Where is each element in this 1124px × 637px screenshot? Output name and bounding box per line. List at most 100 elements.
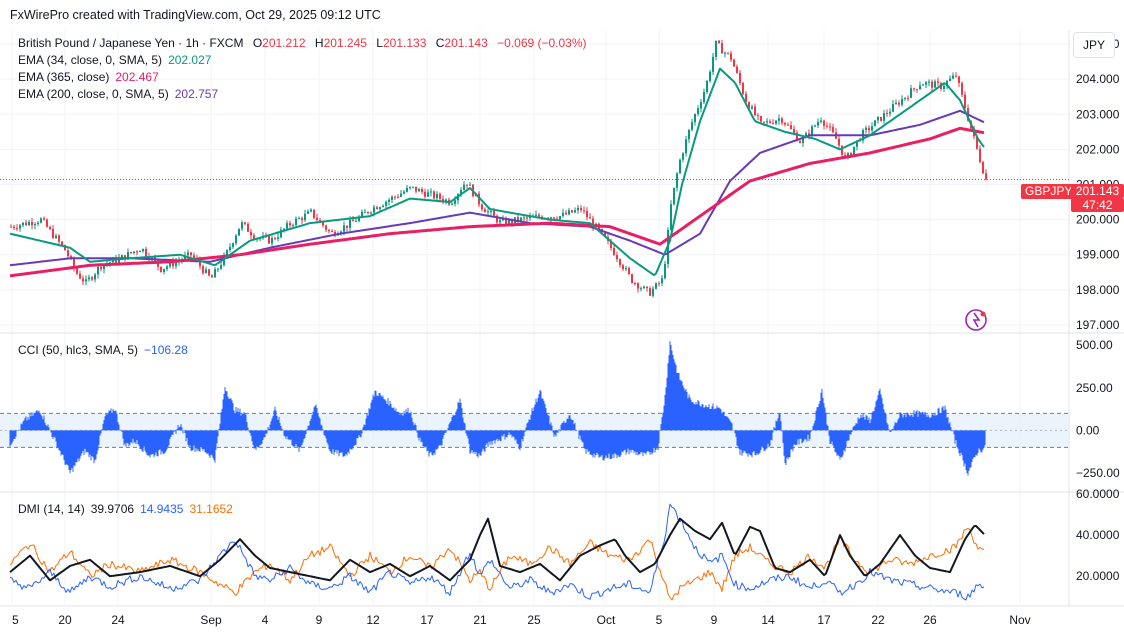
ema200-value: 202.757 xyxy=(174,87,219,101)
candle-body xyxy=(670,204,672,230)
dmi-tick-label: 20.0000 xyxy=(1076,569,1120,583)
candle-body xyxy=(652,288,654,296)
candle-body xyxy=(94,274,96,280)
cci-label: CCI (50, hlc3, SMA, 5) xyxy=(18,343,139,357)
candle-body xyxy=(520,217,522,222)
candle-body xyxy=(934,81,936,88)
x-tick-label: 12 xyxy=(366,613,380,627)
cci-tick-label: 0.00 xyxy=(1076,423,1100,437)
candle-body xyxy=(190,252,192,256)
candle-body xyxy=(142,248,144,252)
candle-body xyxy=(430,191,432,193)
candle-body xyxy=(352,219,354,222)
candle-body xyxy=(556,218,558,220)
cci-histogram xyxy=(9,341,986,476)
candle-body xyxy=(736,66,738,73)
candle-body xyxy=(817,122,819,126)
symbol-legend: British Pound / Japanese Yen · 1h · FXCM… xyxy=(18,36,587,50)
candle-body xyxy=(505,219,507,225)
candle-body xyxy=(313,209,315,218)
ema200-legend: EMA (200, close, 0, SMA, 5) 202.757 xyxy=(18,87,218,101)
candle-body xyxy=(67,250,69,257)
x-tick-label: 9 xyxy=(316,613,323,627)
logo-bolt xyxy=(972,312,981,328)
candle-body xyxy=(286,223,288,229)
ema365-line xyxy=(9,126,985,278)
candle-body xyxy=(481,204,483,210)
candle-body xyxy=(454,200,456,204)
candle-body xyxy=(640,288,642,290)
adx-value: 39.9706 xyxy=(90,502,135,516)
candle-body xyxy=(526,217,528,219)
candle-body xyxy=(82,278,84,282)
candle-body xyxy=(868,127,870,131)
candle-body xyxy=(58,235,60,242)
candle-body xyxy=(163,268,165,273)
candle-body xyxy=(97,266,99,275)
candle-body xyxy=(484,209,486,213)
candle-body xyxy=(985,173,987,180)
candle-body xyxy=(169,261,171,267)
candle-body xyxy=(751,106,753,109)
candle-body xyxy=(91,277,93,280)
candle-body xyxy=(436,194,438,199)
candle-body xyxy=(964,94,966,109)
candle-body xyxy=(511,219,513,224)
candle-body xyxy=(571,210,573,213)
candle-body xyxy=(679,159,681,174)
candle-body xyxy=(727,52,729,54)
candle-body xyxy=(574,210,576,213)
candle-body xyxy=(409,186,411,188)
high-label: H xyxy=(314,36,324,50)
candle-body xyxy=(103,264,105,270)
candle-body xyxy=(808,133,810,136)
y-tick-label: 202.000 xyxy=(1076,142,1120,156)
candle-body xyxy=(172,261,174,267)
candle-body xyxy=(784,122,786,125)
candle-body xyxy=(838,138,840,146)
candle-body xyxy=(610,240,612,248)
candle-body xyxy=(616,255,618,260)
candle-body xyxy=(418,189,420,192)
candle-body xyxy=(40,218,42,223)
candle-body xyxy=(586,210,588,218)
candle-body xyxy=(703,92,705,103)
candle-body xyxy=(292,224,294,226)
candle-body xyxy=(550,217,552,219)
candle-body xyxy=(388,199,390,202)
dmi-tick-label: 60.0000 xyxy=(1076,487,1120,501)
candle-body xyxy=(688,129,690,140)
open-label: O xyxy=(252,36,263,50)
candle-body xyxy=(628,268,630,275)
candle-body xyxy=(13,226,15,228)
y-tick-label: 203.000 xyxy=(1076,107,1120,121)
candle-body xyxy=(202,266,204,273)
x-tick-label: Oct xyxy=(597,613,616,627)
candle-body xyxy=(769,121,771,123)
candle-body xyxy=(799,141,801,144)
candle-body xyxy=(433,191,435,199)
candle-body xyxy=(307,211,309,214)
x-tick-label: 5 xyxy=(656,613,663,627)
candle-body xyxy=(892,104,894,112)
cci-legend: CCI (50, hlc3, SMA, 5) −106.28 xyxy=(18,343,188,357)
candle-body xyxy=(622,265,624,270)
candle-body xyxy=(373,207,375,213)
candle-body xyxy=(490,210,492,212)
x-tick-label: 9 xyxy=(711,613,718,627)
adx-line xyxy=(9,517,985,582)
currency-button[interactable]: JPY xyxy=(1073,32,1115,58)
ema34-value: 202.027 xyxy=(168,53,212,67)
candle-body xyxy=(277,237,279,239)
candle-body xyxy=(976,136,978,149)
candle-body xyxy=(322,221,324,226)
candle-body xyxy=(31,221,33,226)
candle-body xyxy=(298,218,300,220)
candle-body xyxy=(271,238,273,244)
candle-body xyxy=(625,268,627,270)
ema200-line xyxy=(9,109,985,267)
candle-body xyxy=(499,220,501,223)
candle-body xyxy=(385,201,387,206)
ema365-value: 202.467 xyxy=(115,70,159,84)
candle-body xyxy=(139,251,141,253)
